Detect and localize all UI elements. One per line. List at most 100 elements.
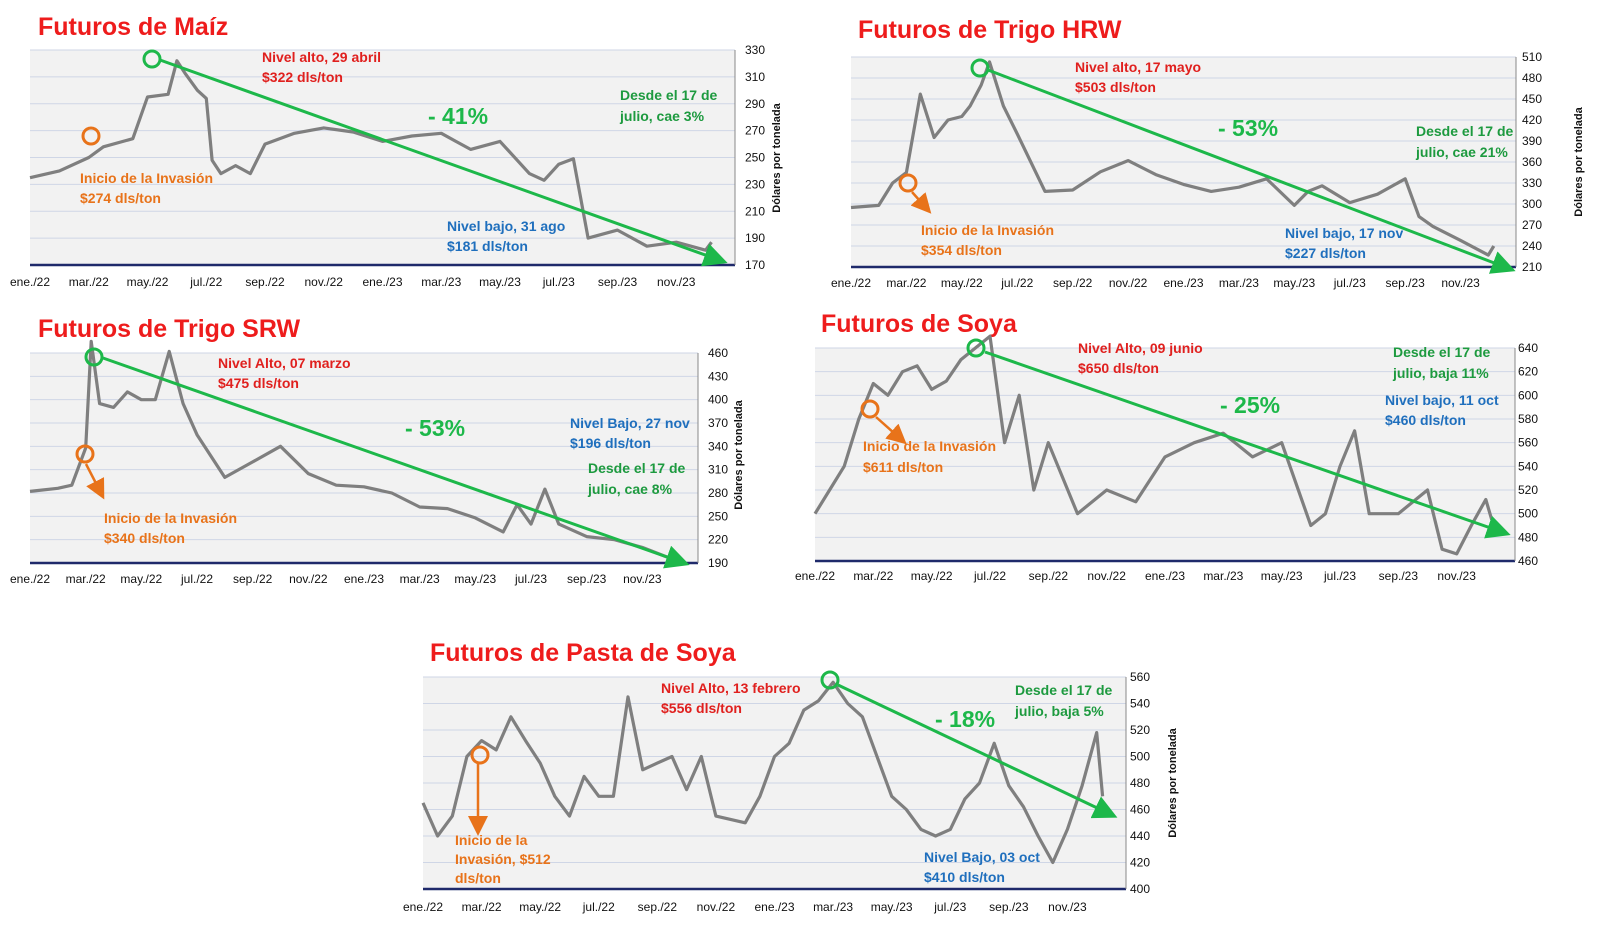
x-tick-label: jul./22 — [180, 572, 213, 586]
chart-title: Futuros de Maíz — [38, 13, 228, 41]
x-tick-label: nov./22 — [1087, 569, 1126, 583]
percent-change: - 41% — [428, 103, 488, 129]
x-tick-label: ene./23 — [754, 900, 794, 914]
x-tick-label: mar./23 — [1203, 569, 1243, 583]
since-value: julio, cae 21% — [1415, 144, 1508, 160]
x-tick-label: ene./22 — [831, 276, 871, 290]
invasion-arrow — [84, 463, 105, 500]
trend-arrow — [159, 58, 728, 267]
y-axis-label: Dólares por tonelada — [1573, 106, 1585, 216]
chart-title: Futuros de Trigo SRW — [38, 315, 300, 343]
x-tick-label: nov./23 — [1437, 569, 1476, 583]
x-tick-label: jul./22 — [189, 275, 222, 289]
low-label: Nivel bajo, 17 nov — [1285, 225, 1403, 241]
x-tick-label: ene./22 — [795, 569, 835, 583]
x-tick-label: sep./23 — [567, 572, 607, 586]
invasion-label: Inicio de la Invasión — [921, 222, 1054, 238]
invasion-value: $354 dls/ton — [921, 242, 1002, 258]
y-tick-label: 250 — [708, 509, 728, 523]
chart-title: Futuros de Soya — [821, 310, 1018, 338]
x-tick-label: ene./23 — [362, 275, 402, 289]
since-value: julio, cae 3% — [619, 108, 705, 124]
x-tick-label: jul./23 — [933, 900, 966, 914]
x-tick-label: sep./23 — [989, 900, 1029, 914]
y-tick-label: 210 — [1522, 260, 1542, 274]
since-label: Desde el 17 de — [1416, 123, 1513, 139]
y-tick-label: 330 — [745, 43, 765, 57]
y-tick-label: 310 — [745, 70, 765, 84]
y-axis-ticks: 460 480 500 520 540 560 580 600 620 640 — [1518, 341, 1538, 568]
high-label: Nivel Alto, 09 junio — [1078, 340, 1203, 356]
y-tick-label: 190 — [745, 231, 765, 245]
chart-pasta-de-soya: Futuros de Pasta de Soya Dólares por ton… — [403, 639, 1179, 914]
x-tick-label: may./22 — [120, 572, 162, 586]
x-tick-label: mar./22 — [66, 572, 106, 586]
invasion-value-unit: dls/ton — [455, 870, 501, 886]
invasion-value: $611 dls/ton — [863, 459, 943, 475]
x-tick-label: mar./23 — [400, 572, 440, 586]
y-tick-label: 190 — [708, 556, 728, 570]
x-tick-label: may./23 — [479, 275, 521, 289]
y-tick-label: 560 — [1130, 670, 1150, 684]
invasion-label: Inicio de la Invasión — [863, 438, 996, 454]
x-tick-label: sep./22 — [1053, 276, 1093, 290]
x-tick-label: jul./23 — [1333, 276, 1366, 290]
y-tick-label: 400 — [708, 393, 728, 407]
x-tick-label: may./22 — [127, 275, 169, 289]
invasion-value: Invasión, $512 — [455, 851, 551, 867]
percent-change: - 53% — [405, 415, 465, 441]
invasion-label: Inicio de la — [455, 832, 528, 848]
percent-change: - 53% — [1218, 115, 1278, 141]
y-tick-label: 360 — [1522, 155, 1542, 169]
x-tick-label: mar./22 — [462, 900, 502, 914]
y-tick-label: 580 — [1518, 412, 1538, 426]
y-tick-label: 310 — [708, 463, 728, 477]
since-label: Desde el 17 de — [1393, 344, 1490, 360]
y-tick-label: 560 — [1518, 436, 1538, 450]
x-tick-label: ene./23 — [344, 572, 384, 586]
high-value: $322 dls/ton — [262, 69, 343, 85]
x-tick-label: nov./23 — [623, 572, 662, 586]
x-tick-label: jul./23 — [542, 275, 575, 289]
invasion-marker — [75, 444, 95, 464]
invasion-marker — [81, 126, 101, 146]
x-tick-label: may./23 — [1261, 569, 1303, 583]
invasion-marker — [898, 173, 918, 193]
x-tick-label: sep./23 — [1379, 569, 1419, 583]
y-tick-label: 640 — [1518, 341, 1538, 355]
high-value: $650 dls/ton — [1078, 360, 1159, 376]
x-tick-label: ene./22 — [10, 275, 50, 289]
y-tick-label: 170 — [745, 258, 765, 272]
invasion-marker — [860, 399, 880, 419]
y-tick-label: 620 — [1518, 365, 1538, 379]
low-value: $196 dls/ton — [570, 435, 651, 451]
x-tick-label: nov./22 — [305, 275, 344, 289]
x-tick-label: may./22 — [941, 276, 983, 290]
percent-change: - 25% — [1220, 392, 1280, 418]
y-tick-label: 230 — [745, 177, 765, 191]
y-tick-label: 460 — [1130, 803, 1150, 817]
low-value: $410 dls/ton — [924, 869, 1005, 885]
x-tick-label: nov./22 — [697, 900, 736, 914]
invasion-label: Inicio de la Invasión — [104, 510, 237, 526]
high-marker — [966, 338, 986, 358]
gridlines — [30, 49, 736, 267]
x-tick-label: may./23 — [871, 900, 913, 914]
y-tick-label: 400 — [1130, 882, 1150, 896]
high-marker — [142, 49, 162, 69]
y-tick-label: 430 — [708, 369, 728, 383]
x-tick-label: sep./22 — [638, 900, 678, 914]
since-value: julio, baja 11% — [1392, 365, 1489, 381]
low-value: $460 dls/ton — [1385, 412, 1466, 428]
invasion-value: $340 dls/ton — [104, 530, 185, 546]
high-label: Nivel Alto, 13 febrero — [661, 680, 801, 696]
trend-arrow — [984, 350, 1511, 539]
y-tick-label: 420 — [1522, 113, 1542, 127]
invasion-marker — [470, 745, 490, 765]
price-line — [29, 339, 677, 560]
x-tick-label: nov./23 — [657, 275, 696, 289]
low-value: $227 dls/ton — [1285, 245, 1366, 261]
x-tick-label: jul./22 — [973, 569, 1006, 583]
price-line — [813, 334, 1494, 556]
